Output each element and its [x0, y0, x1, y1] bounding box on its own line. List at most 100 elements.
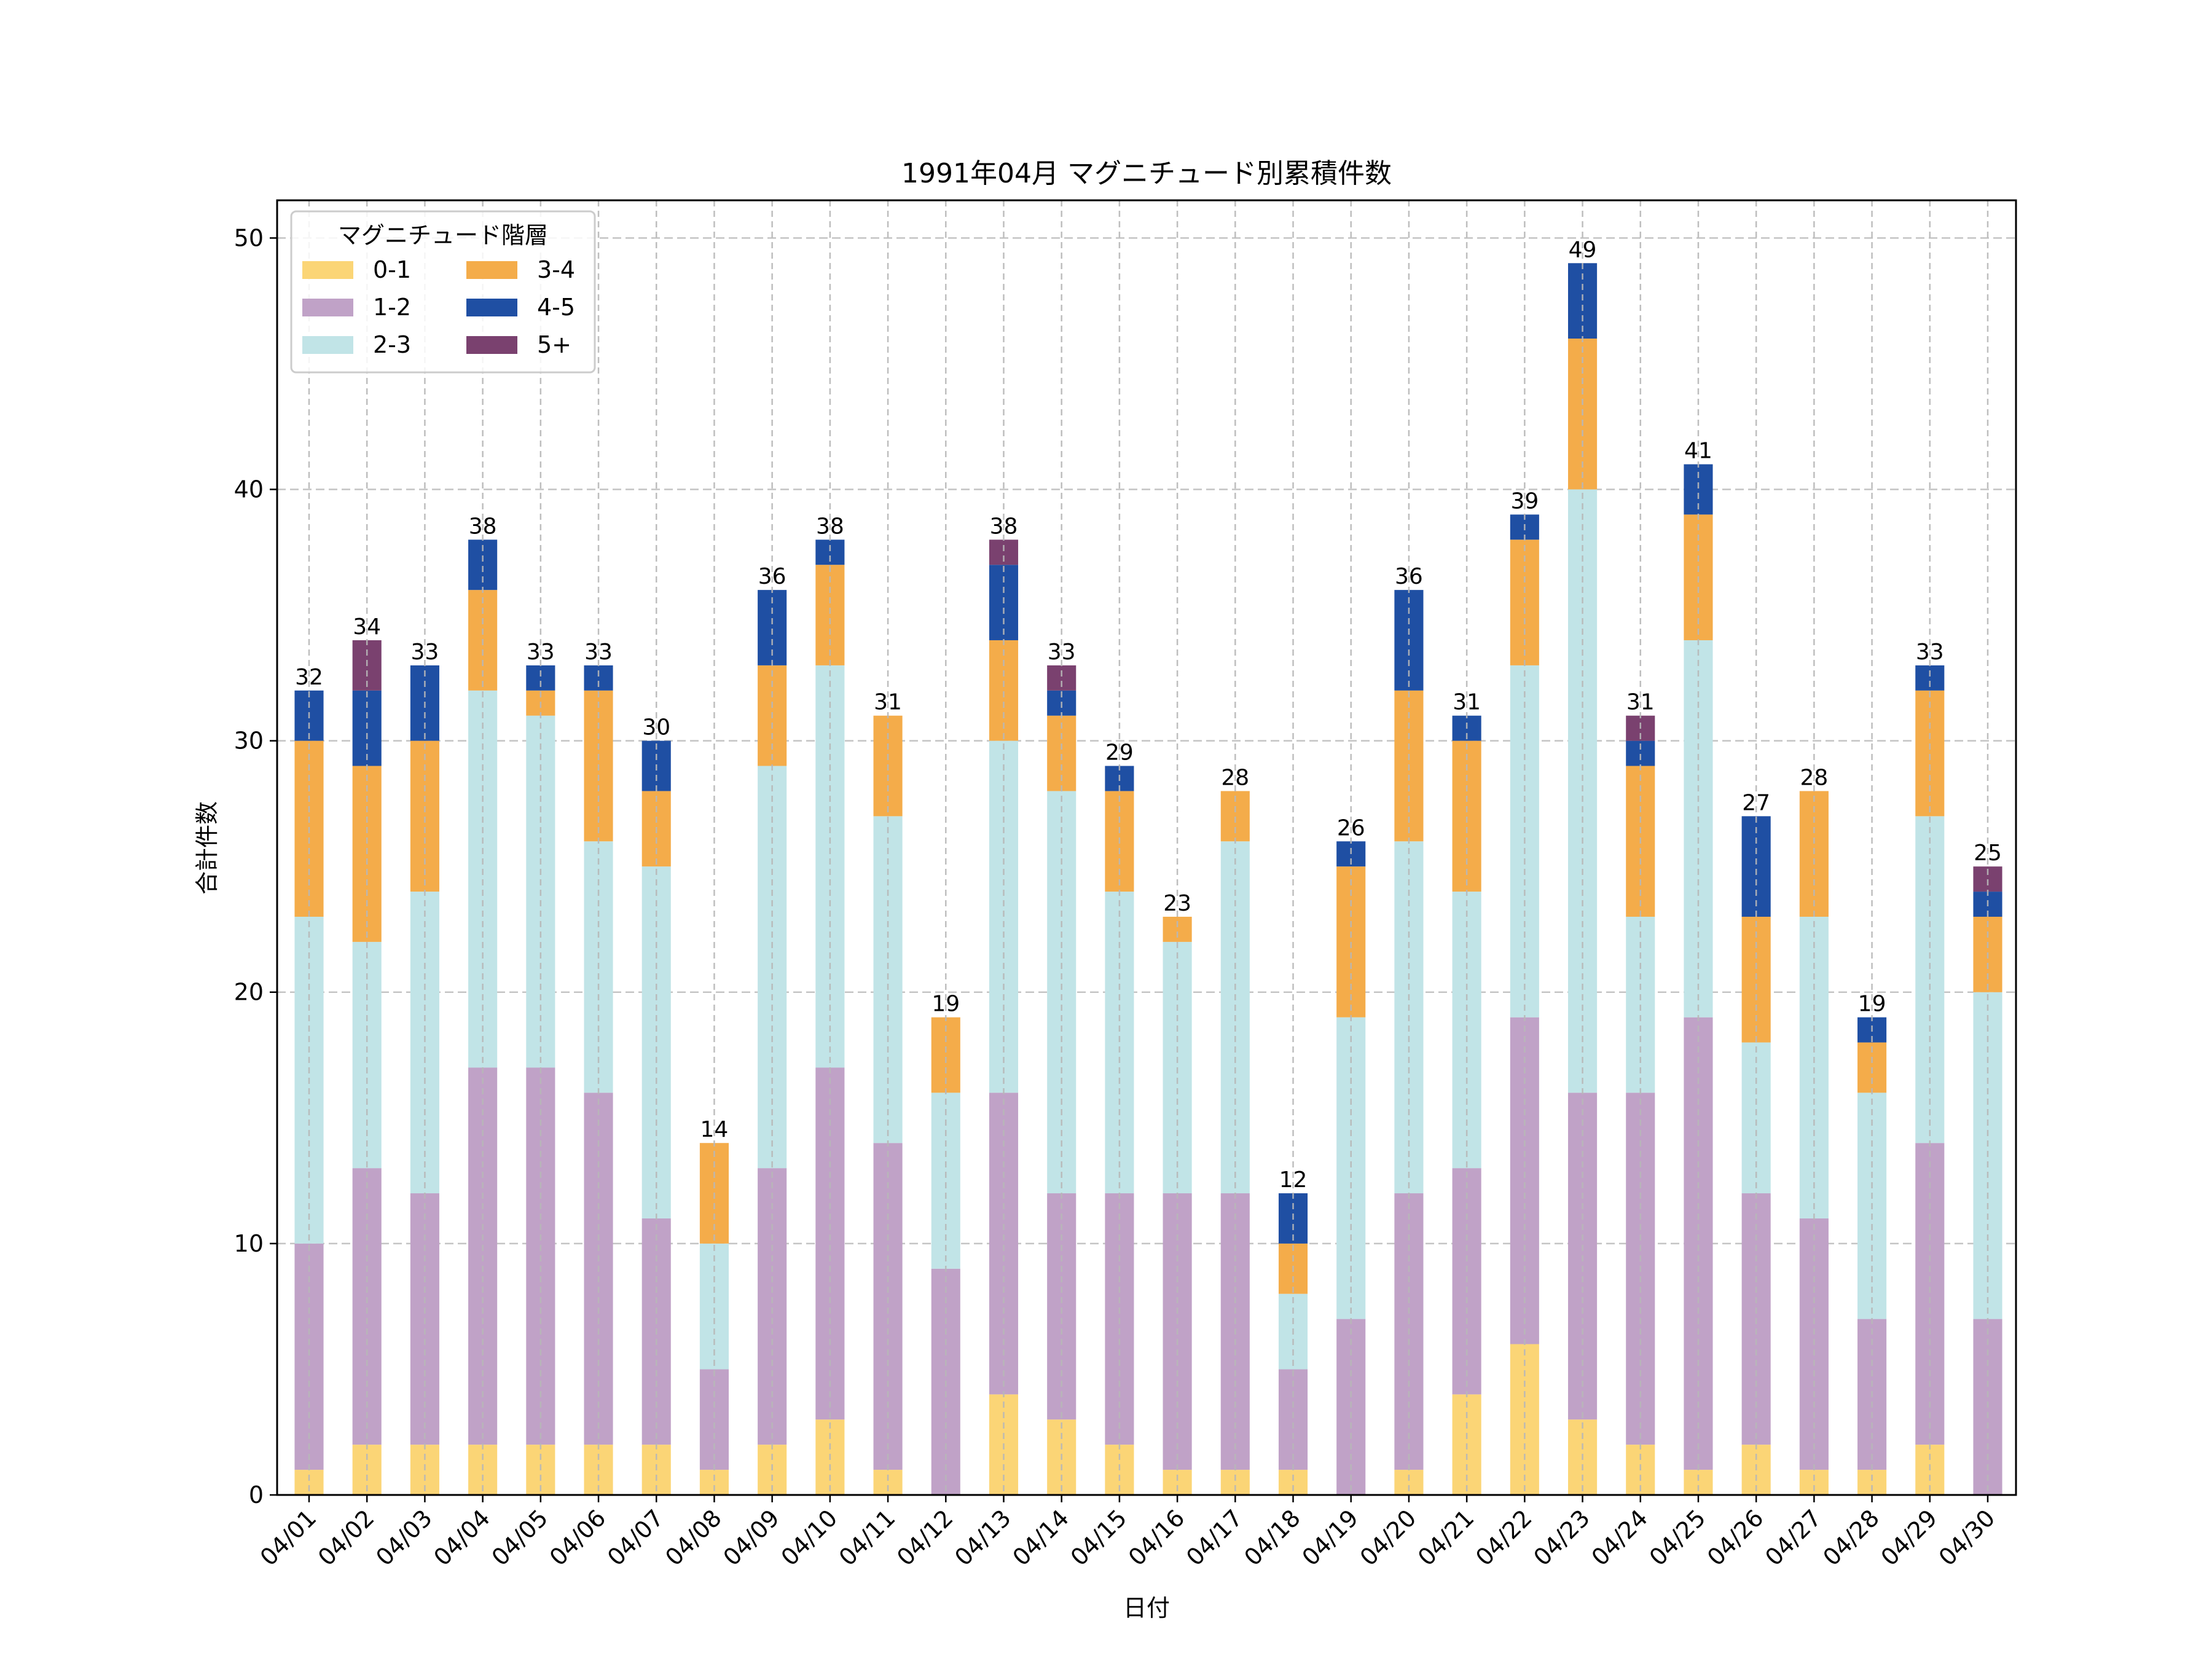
legend-title: マグニチュード階層: [338, 222, 548, 249]
x-tick-label: 04/29: [1876, 1504, 1943, 1571]
x-tick-label: 04/09: [718, 1504, 785, 1571]
total-label: 31: [874, 690, 902, 715]
total-label: 31: [1453, 690, 1481, 715]
total-label: 29: [1105, 740, 1134, 766]
x-tick-label: 04/28: [1818, 1504, 1885, 1571]
bar-segment-0-1: [1510, 1344, 1539, 1495]
bar-segment-2-3: [699, 1243, 729, 1370]
total-label: 36: [758, 564, 786, 589]
total-label: 30: [642, 715, 670, 740]
bar-segment-2-3: [1047, 791, 1077, 1194]
y-axis: 0 10 20 30 40 50: [234, 224, 277, 1508]
legend-swatch-4-5: [466, 299, 517, 316]
total-label: 33: [1048, 640, 1076, 665]
total-label: 38: [469, 514, 497, 539]
chart-title: 1991年04月 マグニチュード別累積件数: [901, 158, 1392, 189]
x-tick-label: 04/22: [1470, 1504, 1537, 1571]
x-tick-label: 04/11: [834, 1504, 901, 1571]
x-tick-label: 04/01: [255, 1504, 322, 1571]
total-label: 27: [1742, 790, 1770, 815]
x-tick-label: 04/08: [660, 1504, 727, 1571]
x-tick-label: 04/04: [428, 1504, 495, 1571]
x-tick-label: 04/17: [1181, 1504, 1248, 1571]
bar-segment-1-2: [989, 1092, 1019, 1395]
x-tick-label: 04/03: [371, 1504, 437, 1571]
legend: マグニチュード階層 0-1 1-2 2-3 3-4 4-5 5+: [290, 210, 596, 374]
bar-segment-3-4: [1915, 690, 1945, 817]
total-label: 38: [816, 514, 844, 539]
total-label: 49: [1569, 237, 1597, 262]
x-tick-label: 04/13: [949, 1504, 1016, 1571]
vertical-grid: [308, 200, 1989, 1495]
x-axis: 04/0104/0204/0304/0404/0504/0604/0704/08…: [255, 1495, 2001, 1571]
y-tick-label: 30: [234, 728, 264, 755]
legend-swatch-0-1: [302, 261, 353, 279]
total-label: 31: [1626, 690, 1655, 715]
total-label: 36: [1395, 564, 1423, 589]
total-label: 26: [1337, 815, 1365, 841]
total-label: 39: [1510, 488, 1539, 514]
total-label: 12: [1279, 1167, 1308, 1193]
legend-swatch-2-3: [302, 336, 353, 354]
bar-segment-3-4: [1741, 917, 1771, 1043]
x-tick-label: 04/15: [1065, 1504, 1132, 1571]
total-label: 19: [931, 992, 960, 1017]
legend-label-3-4: 3-4: [537, 256, 575, 283]
x-tick-label: 04/26: [1702, 1504, 1769, 1571]
x-axis-label: 日付: [1123, 1594, 1170, 1622]
total-label: 23: [1163, 891, 1191, 916]
bars: [294, 263, 2002, 1495]
x-tick-label: 04/20: [1355, 1504, 1422, 1571]
x-tick-label: 04/05: [487, 1504, 554, 1571]
bar-segment-1-2: [873, 1143, 903, 1470]
y-tick-label: 10: [234, 1230, 264, 1257]
x-tick-label: 04/07: [602, 1504, 669, 1571]
legend-swatch-5+: [466, 336, 517, 354]
legend-frame: [290, 210, 596, 374]
total-label: 19: [1858, 992, 1886, 1017]
x-tick-label: 04/02: [313, 1504, 380, 1571]
y-tick-label: 40: [234, 476, 264, 503]
legend-swatch-3-4: [466, 261, 517, 279]
bar-segment-3-4: [1163, 917, 1192, 942]
total-label: 33: [1916, 640, 1944, 665]
bar-segment-2-3: [815, 665, 845, 1068]
total-label: 33: [411, 640, 439, 665]
x-tick-label: 04/18: [1239, 1504, 1306, 1571]
y-axis-label: 合計件数: [194, 801, 221, 895]
total-label: 34: [353, 614, 381, 640]
bar-segment-2-3: [931, 1092, 960, 1269]
total-label: 38: [990, 514, 1018, 539]
total-label: 41: [1684, 439, 1712, 464]
legend-label-5+: 5+: [537, 331, 571, 358]
y-tick-label: 50: [234, 224, 264, 251]
legend-label-1-2: 1-2: [373, 294, 411, 321]
legend-label-0-1: 0-1: [373, 256, 411, 283]
total-label: 33: [527, 640, 555, 665]
x-tick-label: 04/24: [1586, 1504, 1653, 1571]
data-labels: 32 34 33 38 33 33 30 14 36 38 31 19 38 33 29 23 28 12 26 36…: [295, 237, 2002, 1193]
x-tick-label: 04/12: [892, 1504, 959, 1571]
x-tick-label: 04/14: [1008, 1504, 1075, 1571]
bar-segment-1-2: [1510, 1017, 1539, 1344]
plot-frame: [276, 199, 2017, 1496]
x-tick-label: 04/06: [544, 1504, 611, 1571]
legend-label-2-3: 2-3: [373, 331, 411, 358]
x-tick-label: 04/27: [1760, 1504, 1827, 1571]
total-label: 25: [1974, 841, 2002, 866]
y-tick-label: 20: [234, 979, 264, 1006]
legend-label-4-5: 4-5: [537, 294, 575, 321]
x-tick-label: 04/10: [776, 1504, 843, 1571]
total-label: 14: [700, 1117, 729, 1142]
x-tick-label: 04/16: [1123, 1504, 1190, 1571]
x-tick-label: 04/21: [1413, 1504, 1480, 1571]
y-tick-label: 0: [249, 1481, 264, 1508]
total-label: 28: [1800, 765, 1828, 790]
x-tick-label: 04/25: [1644, 1504, 1711, 1571]
total-label: 32: [295, 665, 323, 690]
legend-swatch-1-2: [302, 299, 353, 316]
bar-segment-2-3: [1741, 1042, 1771, 1194]
x-tick-label: 04/30: [1934, 1504, 2001, 1571]
total-label: 28: [1221, 765, 1249, 790]
